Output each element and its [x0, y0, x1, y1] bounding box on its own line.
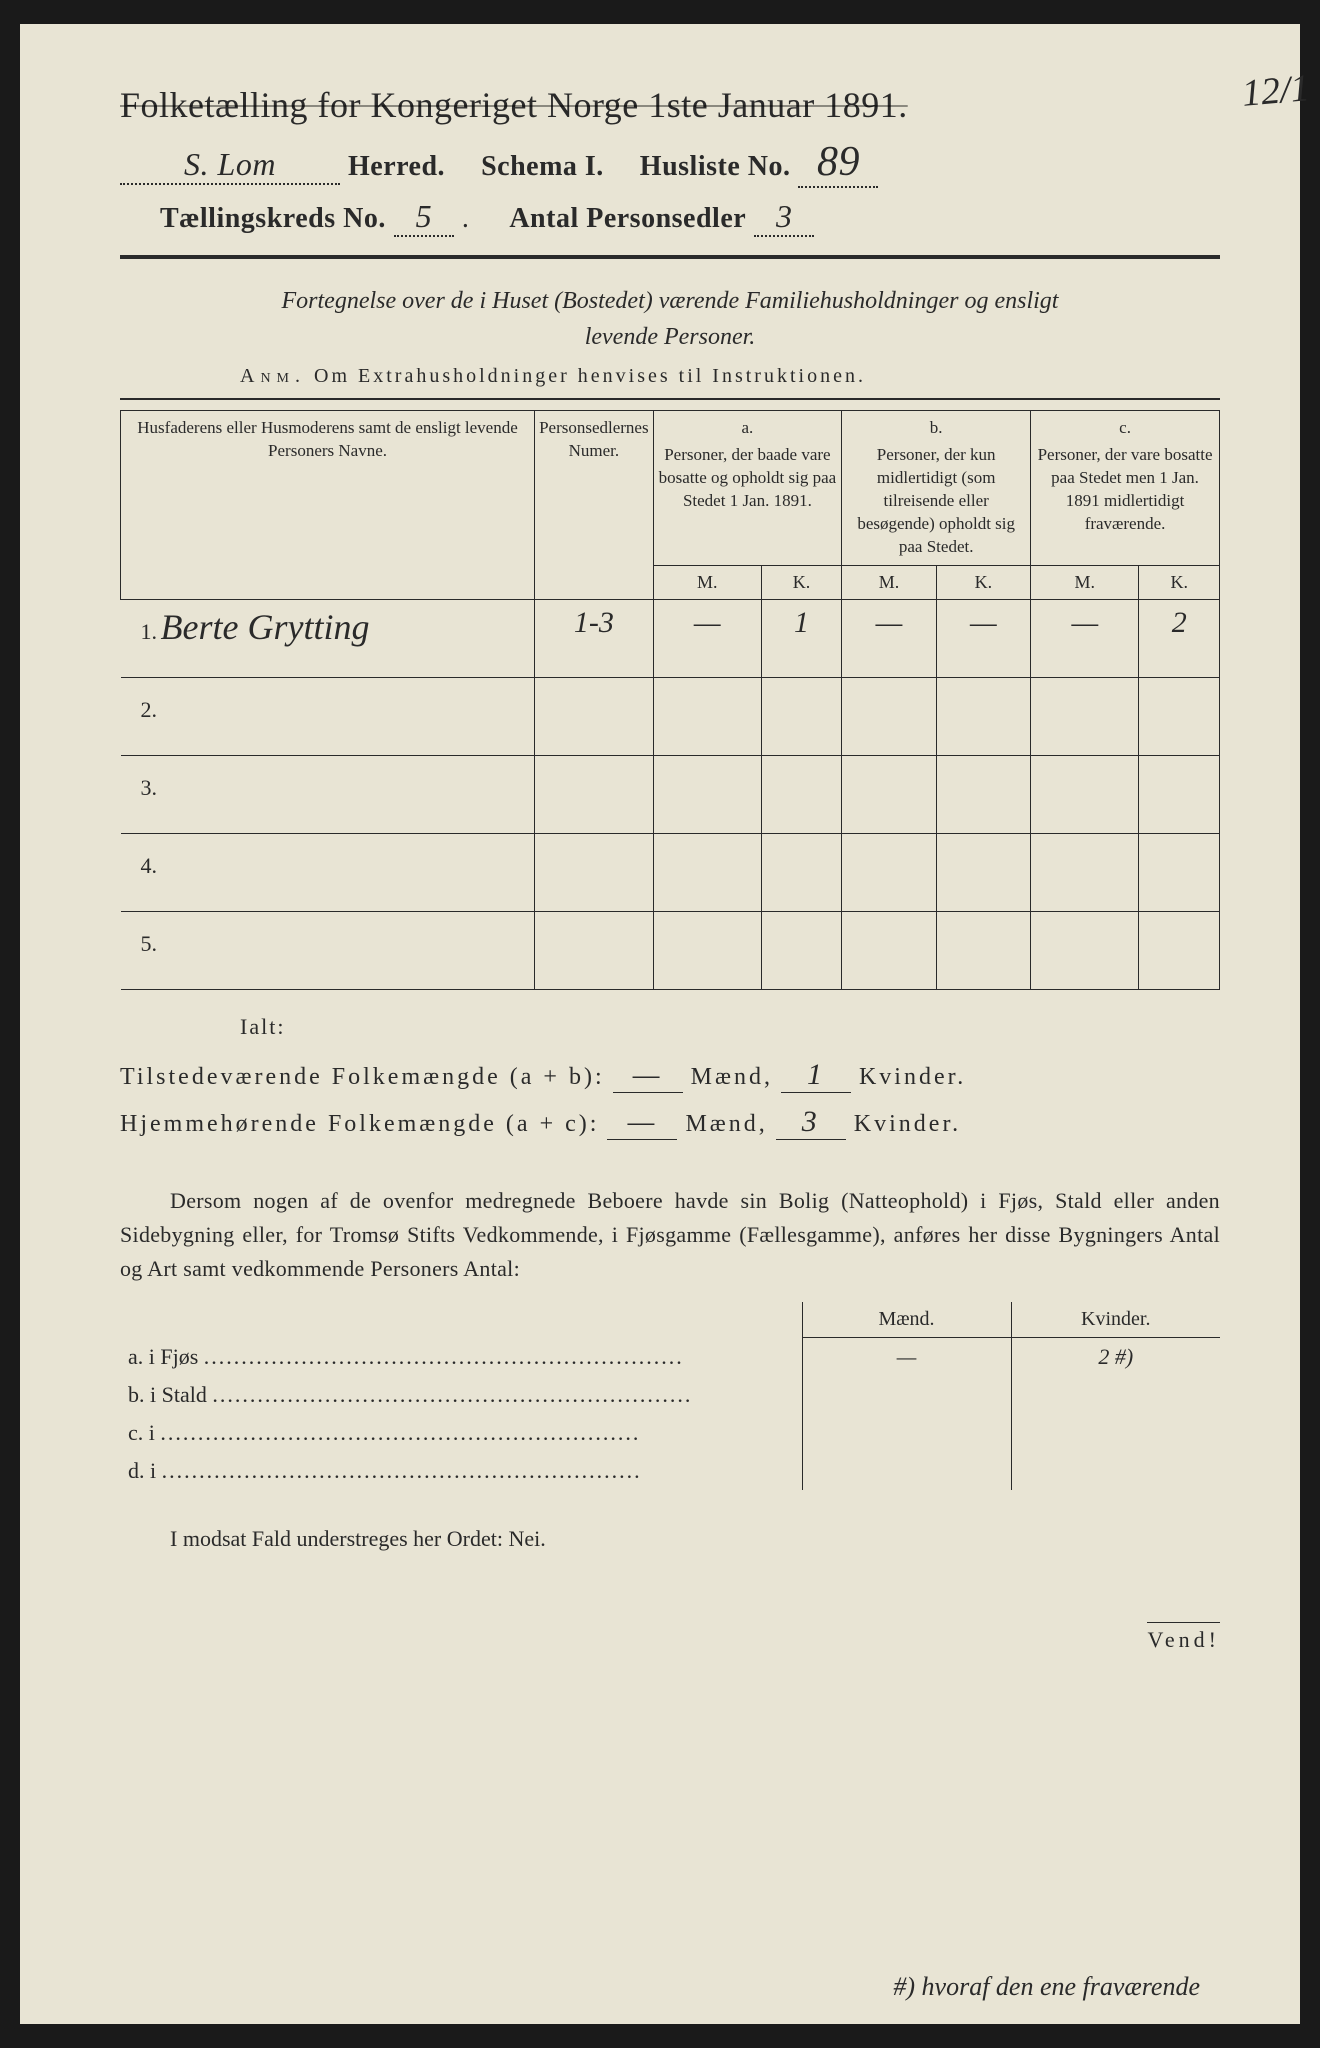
nei-line: I modsat Fald understreges her Ordet: Ne… [120, 1526, 1220, 1552]
totals-line-1: Tilstedeværende Folkemængde (a + b): — M… [120, 1058, 1220, 1093]
totals-2-kvinder: 3 [776, 1105, 846, 1140]
husliste-label: Husliste No. [640, 151, 791, 183]
building-row: a. i Fjøs —2 #) [120, 1337, 1220, 1376]
table-row: 4. [121, 833, 1220, 911]
main-title: Folketælling for Kongeriget Norge 1ste J… [120, 84, 1220, 126]
margin-annotation: 12/1 [1241, 66, 1312, 116]
kreds-label: Tællingskreds No. [160, 203, 386, 235]
subtitle: Fortegnelse over de i Huset (Bostedet) v… [120, 283, 1220, 355]
schema-label: Schema I. [481, 151, 604, 183]
totals-2-maend-label: Mænd, [685, 1111, 767, 1138]
header-line-3: Tællingskreds No. 5 . Antal Personsedler… [120, 198, 1220, 237]
building-paragraph: Dersom nogen af de ovenfor medregnede Be… [120, 1184, 1220, 1286]
building-row: d. i [120, 1452, 1220, 1490]
subtitle-line-1: Fortegnelse over de i Huset (Bostedet) v… [120, 283, 1220, 319]
col-b-k: K. [936, 565, 1030, 599]
building-row: b. i Stald [120, 1376, 1220, 1414]
census-table: Husfaderens eller Husmoderens samt de en… [120, 410, 1220, 990]
antal-label: Antal Personsedler [509, 203, 746, 235]
table-row: 1.Berte Grytting1-3—1———2 [121, 599, 1220, 677]
header-line-2: S. Lom Herred. Schema I. Husliste No. 89 [120, 138, 1220, 188]
table-row: 3. [121, 755, 1220, 833]
building-table: Mænd. Kvinder. a. i Fjøs —2 #)b. i Stald… [120, 1302, 1220, 1490]
anm-text: Om Extrahusholdninger henvises til Instr… [314, 365, 866, 387]
antal-value: 3 [754, 198, 814, 237]
col-b-header: b. Personer, der kun midlertidigt (som t… [842, 411, 1031, 566]
thick-divider [120, 255, 1220, 259]
col-c-k: K. [1139, 565, 1220, 599]
col-c-header: c. Personer, der vare bosatte paa Stedet… [1031, 411, 1220, 566]
totals-2-maend: — [607, 1105, 677, 1140]
col-a-k: K. [761, 565, 841, 599]
herred-label: Herred. [348, 151, 445, 183]
title-text: Folketælling for Kongeriget Norge 1ste J… [120, 85, 908, 125]
col-b-m: M. [842, 565, 936, 599]
totals-1-maend-label: Mænd, [691, 1064, 773, 1091]
col-names-header: Husfaderens eller Husmoderens samt de en… [121, 411, 535, 600]
bt-head-m: Mænd. [802, 1302, 1011, 1338]
totals-2-label: Hjemmehørende Folkemængde (a + c): [120, 1111, 599, 1138]
totals-1-kvinder-label: Kvinder. [859, 1064, 966, 1091]
table-row: 5. [121, 911, 1220, 989]
table-row: 2. [121, 677, 1220, 755]
husliste-value: 89 [798, 138, 878, 188]
anm-label: Anm. [240, 365, 306, 387]
col-c-m: M. [1031, 565, 1139, 599]
totals-1-kvinder: 1 [781, 1058, 851, 1093]
kreds-value: 5 [394, 198, 454, 237]
totals-1-maend: — [613, 1058, 683, 1093]
totals-line-2: Hjemmehørende Folkemængde (a + c): — Mæn… [120, 1105, 1220, 1140]
totals-2-kvinder-label: Kvinder. [854, 1111, 961, 1138]
herred-value: S. Lom [120, 146, 340, 185]
col-num-header: Personsedlernes Numer. [535, 411, 654, 600]
totals-1-label: Tilstedeværende Folkemængde (a + b): [120, 1064, 605, 1091]
subtitle-line-2: levende Personer. [120, 319, 1220, 355]
col-a-m: M. [653, 565, 761, 599]
medium-divider [120, 398, 1220, 400]
anm-line: Anm. Om Extrahusholdninger henvises til … [120, 365, 1220, 388]
footnote: #) hvoraf den ene fraværende [893, 1972, 1200, 2002]
census-form-page: 12/1 Folketælling for Kongeriget Norge 1… [20, 24, 1300, 2024]
vend-label: Vend! [1147, 1622, 1220, 1653]
bt-head-k: Kvinder. [1011, 1302, 1220, 1338]
col-a-header: a. Personer, der baade vare bosatte og o… [653, 411, 842, 566]
ialt-label: Ialt: [240, 1014, 1220, 1040]
building-row: c. i [120, 1414, 1220, 1452]
